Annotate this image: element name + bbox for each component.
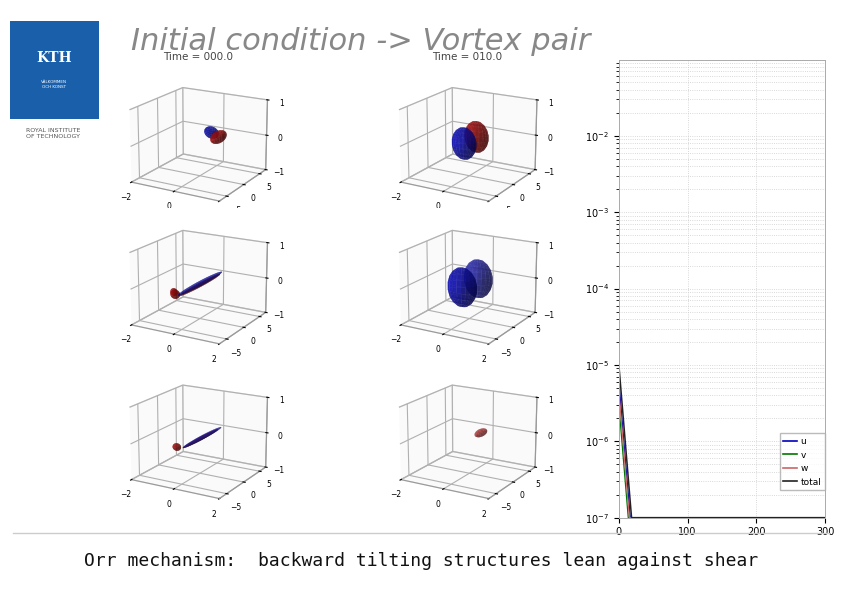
Text: VÄLKOMMEN
OCH KONST: VÄLKOMMEN OCH KONST — [41, 80, 67, 89]
Text: ROYAL INSTITUTE
OF TECHNOLOGY: ROYAL INSTITUTE OF TECHNOLOGY — [26, 128, 80, 139]
Text: KTH: KTH — [36, 51, 72, 65]
Text: Orr mechanism:  backward tilting structures lean against shear: Orr mechanism: backward tilting structur… — [84, 552, 758, 570]
Text: Time = 000.0: Time = 000.0 — [163, 52, 233, 62]
Text: Initial condition -> Vortex pair: Initial condition -> Vortex pair — [131, 27, 590, 56]
Legend: u, v, w, total: u, v, w, total — [780, 434, 825, 490]
Text: Time = 010.0: Time = 010.0 — [432, 52, 503, 62]
